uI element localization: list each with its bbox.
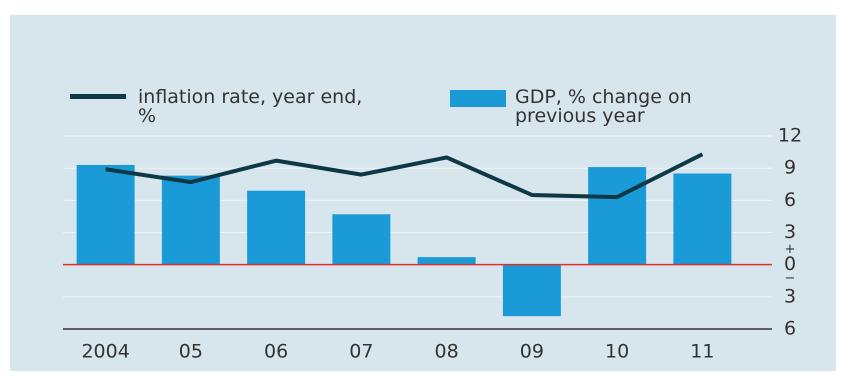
y-tick-label: 6 (784, 189, 796, 211)
y-tick-label: 12 (778, 125, 802, 147)
bar (76, 164, 135, 265)
x-tick-label: 06 (264, 341, 288, 363)
x-tick-label: 09 (520, 341, 544, 363)
legend-swatch (450, 90, 506, 107)
legend-swatch (70, 94, 126, 99)
bar (673, 173, 732, 265)
x-tick-label: 08 (435, 341, 459, 363)
bar (417, 257, 476, 265)
y-tick-label: 9 (784, 157, 796, 179)
x-tick-label: 2004 (81, 341, 129, 363)
bar (332, 214, 391, 265)
legend-label: GDP, % change on previous year (515, 86, 692, 127)
x-tick-label: 05 (179, 341, 203, 363)
minus-sign: − (785, 271, 796, 286)
bar (588, 167, 647, 265)
bar (502, 264, 561, 317)
x-tick-label: 11 (690, 341, 714, 363)
line (105, 152, 704, 200)
y-tick-label: 3 (784, 221, 796, 243)
bar (161, 175, 220, 265)
legend-label: inflation rate, year end, % (138, 86, 363, 127)
y-tick-label: 0 (784, 253, 796, 275)
plus-sign: + (785, 242, 796, 257)
x-tick-label: 10 (605, 341, 629, 363)
y-tick-label: 6 (784, 318, 796, 340)
bar (247, 190, 306, 265)
x-tick-label: 07 (349, 341, 373, 363)
y-tick-label: 3 (784, 285, 796, 307)
